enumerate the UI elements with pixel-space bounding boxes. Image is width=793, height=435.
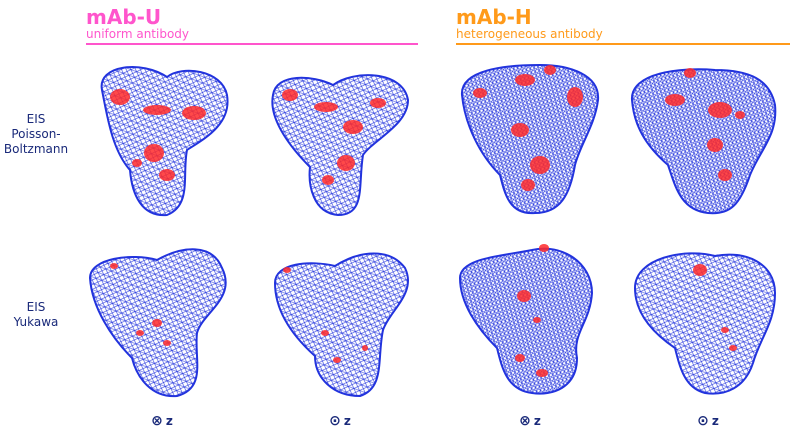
mesh-panel-h-pb-back <box>620 55 790 230</box>
group-subtitle-mab-h: heterogeneous antibody <box>456 27 603 41</box>
antibody-mesh-image <box>630 68 777 215</box>
row-label-line: Boltzmann <box>3 142 69 156</box>
mesh-panel-h-yk-front <box>452 238 622 413</box>
group-title-mab-h: mAb-H <box>456 5 532 29</box>
row-label-line: EIS <box>26 300 46 314</box>
mesh-panel-u-yk-front <box>82 238 252 413</box>
axis-label-text: z <box>343 414 351 428</box>
antibody-mesh-image <box>633 252 777 395</box>
row-label-line: Poisson- <box>11 127 61 141</box>
group-subtitle-mab-u: uniform antibody <box>86 27 190 41</box>
axis-label-out-of-page: ⊙ z <box>310 413 370 429</box>
axis-label-into-page: ⊗ z <box>132 413 192 429</box>
row-label-yukawa: EIS Yukawa <box>0 300 72 330</box>
antibody-mesh-image <box>458 244 594 395</box>
mesh-panel-h-pb-front <box>450 55 620 230</box>
antibody-mesh-image <box>100 66 229 217</box>
into-page-icon: ⊗ <box>151 413 163 429</box>
mesh-panel-u-yk-back <box>265 238 435 413</box>
group-rule-mab-h <box>456 43 790 45</box>
axis-label-text: z <box>165 414 173 428</box>
axis-label-text: z <box>711 414 719 428</box>
antibody-mesh-image <box>88 248 227 398</box>
group-rule-mab-u <box>86 43 418 45</box>
mesh-panel-u-pb-front <box>82 55 252 230</box>
into-page-icon: ⊗ <box>519 413 531 429</box>
out-of-page-icon: ⊙ <box>697 413 709 429</box>
row-label-line: Yukawa <box>13 315 59 329</box>
axis-label-text: z <box>533 414 541 428</box>
mesh-panel-h-yk-back <box>625 238 793 413</box>
antibody-mesh-image <box>271 74 410 217</box>
mesh-panel-u-pb-back <box>258 55 428 230</box>
row-label-poisson-boltzmann: EIS Poisson- Boltzmann <box>0 112 72 157</box>
group-title-mab-u: mAb-U <box>86 5 162 29</box>
axis-label-out-of-page: ⊙ z <box>678 413 738 429</box>
out-of-page-icon: ⊙ <box>329 413 341 429</box>
antibody-mesh-image <box>273 252 409 398</box>
axis-label-into-page: ⊗ z <box>500 413 560 429</box>
row-label-line: EIS <box>26 112 46 126</box>
antibody-mesh-image <box>460 63 600 215</box>
